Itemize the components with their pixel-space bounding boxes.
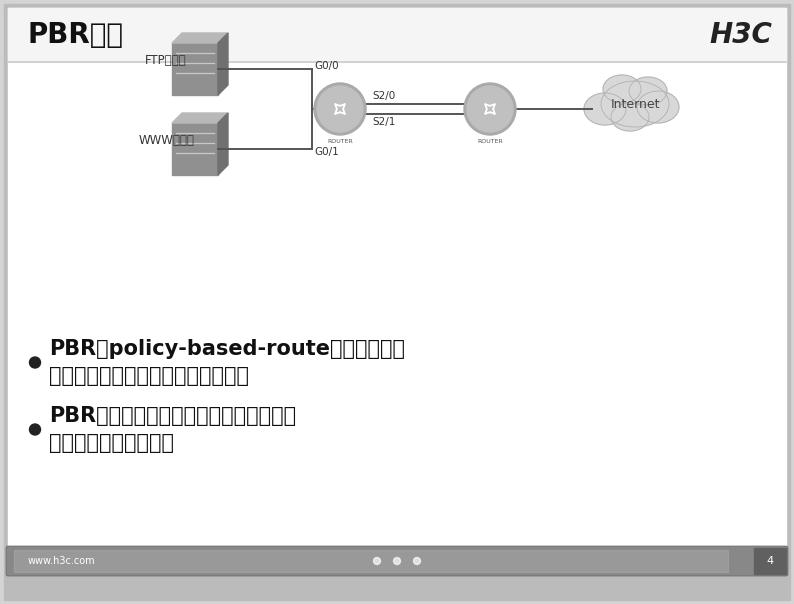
Polygon shape	[172, 33, 228, 43]
Text: PBR概述: PBR概述	[28, 21, 124, 49]
Text: www.h3c.com: www.h3c.com	[28, 556, 95, 566]
Text: S2/0: S2/0	[372, 91, 395, 101]
Text: 息灵活地进行路由选择: 息灵活地进行路由选择	[49, 433, 174, 453]
Circle shape	[317, 86, 363, 132]
Bar	[8, 8, 786, 62]
Text: G0/0: G0/0	[314, 61, 338, 71]
Text: Internet: Internet	[611, 97, 660, 111]
Polygon shape	[218, 33, 228, 95]
FancyBboxPatch shape	[6, 546, 788, 576]
Circle shape	[467, 86, 513, 132]
Ellipse shape	[603, 75, 641, 103]
Polygon shape	[172, 113, 228, 123]
Ellipse shape	[584, 93, 626, 125]
Ellipse shape	[637, 91, 679, 123]
Circle shape	[394, 557, 400, 565]
Circle shape	[414, 557, 421, 565]
Ellipse shape	[611, 103, 649, 131]
Circle shape	[373, 557, 380, 565]
Bar	[172, 123, 218, 175]
Text: 4: 4	[766, 556, 773, 566]
Circle shape	[29, 357, 40, 368]
Text: G0/1: G0/1	[314, 147, 339, 157]
Text: ROUTER: ROUTER	[477, 139, 503, 144]
Text: S2/1: S2/1	[372, 117, 395, 127]
Ellipse shape	[601, 81, 669, 127]
Ellipse shape	[629, 77, 667, 105]
Text: FTP服务器: FTP服务器	[145, 54, 187, 68]
Text: H3C: H3C	[709, 21, 772, 49]
Text: PBR可基于到达报文的源地址、长度等信: PBR可基于到达报文的源地址、长度等信	[49, 406, 296, 426]
Circle shape	[464, 83, 516, 135]
Text: ROUTER: ROUTER	[327, 139, 353, 144]
Circle shape	[29, 424, 40, 435]
Bar	[172, 43, 218, 95]
Polygon shape	[218, 113, 228, 175]
Text: 用户制定的策略进行路由选择的机制: 用户制定的策略进行路由选择的机制	[49, 366, 249, 386]
Bar	[14, 550, 728, 572]
Text: WWW服务器: WWW服务器	[139, 135, 195, 147]
Circle shape	[314, 83, 366, 135]
Text: PBR（policy-based-route）是一种依据: PBR（policy-based-route）是一种依据	[49, 339, 405, 359]
Bar	[754, 548, 786, 574]
